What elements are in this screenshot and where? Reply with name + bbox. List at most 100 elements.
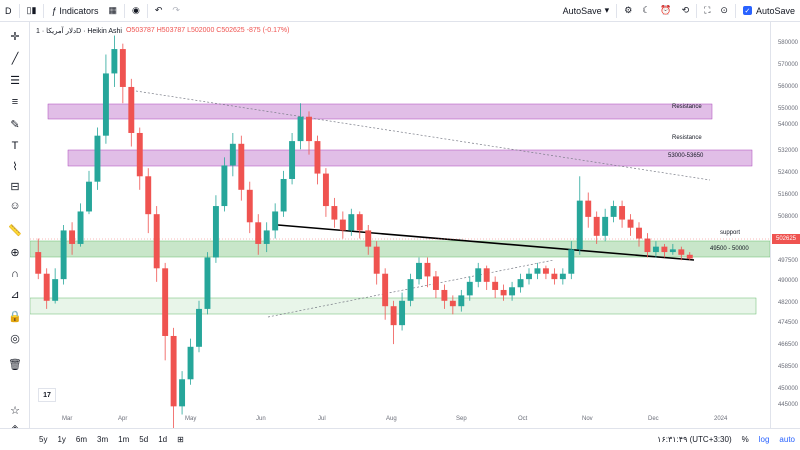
log-toggle[interactable]: log xyxy=(758,435,770,444)
range-button-5d[interactable]: 5d xyxy=(139,435,149,444)
candle-body xyxy=(272,211,279,231)
candle-body xyxy=(77,211,84,244)
time-tick-label: Nov xyxy=(582,416,593,422)
downtrend-line[interactable] xyxy=(135,90,711,181)
candle-body xyxy=(204,257,211,309)
candle-body xyxy=(348,214,355,231)
chart-canvas[interactable] xyxy=(30,22,770,428)
eye-icon[interactable]: ◉ xyxy=(131,5,140,15)
price-tick-label: 458500 xyxy=(777,364,798,370)
screenshot-icon[interactable]: ⊙ xyxy=(720,5,728,15)
candle-body xyxy=(306,116,312,142)
range-button-3m[interactable]: 3m xyxy=(97,435,109,444)
candle-body xyxy=(297,116,304,142)
range-button-1m[interactable]: 1m xyxy=(118,435,130,444)
price-tick-label: 490000 xyxy=(777,278,798,284)
date-range-icon[interactable]: ⊞ xyxy=(177,435,184,444)
fullscreen-icon[interactable]: ⛶ xyxy=(704,5,711,15)
candle-body xyxy=(432,276,439,290)
candle-body xyxy=(356,214,363,231)
alert-icon[interactable]: ⏰ xyxy=(660,5,672,15)
candle-body xyxy=(483,268,490,282)
price-tick-label: 580000 xyxy=(777,40,798,46)
support-trendline[interactable] xyxy=(277,224,695,261)
layouts-icon[interactable]: ▦ xyxy=(108,5,117,15)
candle-body xyxy=(610,206,617,217)
trash-icon[interactable]: 🗑 xyxy=(8,358,22,371)
gear-icon[interactable]: ⚙ xyxy=(624,5,633,15)
autosave-label: AutoSave xyxy=(562,5,602,16)
ruler-icon[interactable]: 📏 xyxy=(8,224,22,237)
lock-icon[interactable]: 🔒 xyxy=(8,310,22,323)
candle-body xyxy=(365,230,372,247)
zoom-in-icon[interactable]: ⊕ xyxy=(10,246,20,259)
candle-body xyxy=(238,143,245,190)
time-tick-label: 2024 xyxy=(714,416,728,422)
crosshair-icon[interactable]: ✛ xyxy=(10,30,20,43)
fib-icon[interactable]: ≡ xyxy=(11,96,19,108)
candle-body xyxy=(441,289,448,301)
time-tick-label: Jul xyxy=(318,416,326,422)
indicators-button[interactable]: ƒ Indicators xyxy=(46,0,103,22)
candle-body xyxy=(119,49,126,87)
interval-button[interactable]: D xyxy=(0,0,17,22)
resistance-range-label: 53000-53650 xyxy=(668,153,704,159)
theme-icon[interactable]: ☾ xyxy=(642,5,651,15)
measure-icon[interactable]: ⊟ xyxy=(10,180,20,193)
clock-label[interactable]: ۱۶:۳۱:۴۹ (UTC+3:30) xyxy=(657,435,732,444)
range-button-6m[interactable]: 6m xyxy=(75,435,88,444)
range-button-1y[interactable]: 1y xyxy=(57,435,66,444)
indicators-icon: ƒ xyxy=(51,5,57,16)
undo-icon[interactable]: ↶ xyxy=(154,5,163,15)
chevron-down-icon: ▾ xyxy=(604,5,610,15)
chart-area[interactable]: Resistance Resistance 53000-53650 suppor… xyxy=(30,22,770,428)
text-icon[interactable]: T xyxy=(11,140,19,152)
candles-group xyxy=(35,35,693,428)
time-axis[interactable]: Mar Apr May Jun Jul Aug Sep Oct Nov Dec 2024 xyxy=(30,408,770,428)
price-axis[interactable]: 580000 570000 560000 550000 540000 532000 5240… xyxy=(770,22,800,428)
replay-icon[interactable]: ⟲ xyxy=(681,5,690,15)
time-tick-label: May xyxy=(185,416,197,422)
symbol-title: دلار آمریکا · 1D · Heikin Ashi xyxy=(36,28,122,35)
candle-body xyxy=(551,273,558,280)
candle-body xyxy=(196,308,202,347)
bar-style-icon[interactable]: ▯▮ xyxy=(26,5,37,15)
visibility-icon[interactable]: ◎ xyxy=(10,332,20,345)
magnet-icon[interactable]: ∩ xyxy=(11,268,19,280)
price-tick-label: 445000 xyxy=(777,402,798,408)
price-tick-label: 497500 xyxy=(777,258,798,264)
candle-body xyxy=(619,206,626,220)
support-zone[interactable] xyxy=(30,240,770,258)
autosave-checkbox[interactable]: ✓ AutoSave xyxy=(738,0,800,22)
star-icon[interactable]: ☆ xyxy=(10,404,20,417)
candle-body xyxy=(373,246,380,274)
candle-body xyxy=(652,246,659,253)
brush-icon[interactable]: ✎ xyxy=(10,118,20,131)
range-button-5y[interactable]: 5y xyxy=(39,435,48,444)
range-button-1d[interactable]: 1d xyxy=(158,435,168,444)
candle-body xyxy=(86,181,92,212)
autosave-dropdown[interactable]: AutoSave ▾ xyxy=(558,0,615,22)
percent-toggle[interactable]: % xyxy=(741,435,749,444)
current-price-badge: 502625 xyxy=(772,234,800,244)
candle-body xyxy=(627,219,634,228)
resistance-zone-1[interactable] xyxy=(47,103,713,120)
candle-body xyxy=(322,173,329,207)
resistance-zone-2[interactable] xyxy=(67,149,753,167)
lock-draw-icon[interactable]: ⊿ xyxy=(10,288,20,301)
candle-body xyxy=(542,268,549,274)
redo-icon[interactable]: ↷ xyxy=(172,5,180,15)
patterns-icon[interactable]: ⌇ xyxy=(12,160,18,173)
price-tick-label: 532000 xyxy=(777,148,798,154)
candle-body xyxy=(517,279,524,288)
candle-body xyxy=(458,295,465,307)
candle-body xyxy=(339,219,346,231)
trendline-icon[interactable]: ╱ xyxy=(11,52,19,65)
candle-body xyxy=(35,252,42,274)
auto-toggle[interactable]: auto xyxy=(779,435,795,444)
price-tick-label: 450000 xyxy=(777,386,798,392)
candle-body xyxy=(229,143,236,166)
emoji-icon[interactable]: ☺ xyxy=(9,200,21,212)
candle-body xyxy=(576,200,583,250)
horizontal-lines-icon[interactable]: ☰ xyxy=(10,74,20,87)
